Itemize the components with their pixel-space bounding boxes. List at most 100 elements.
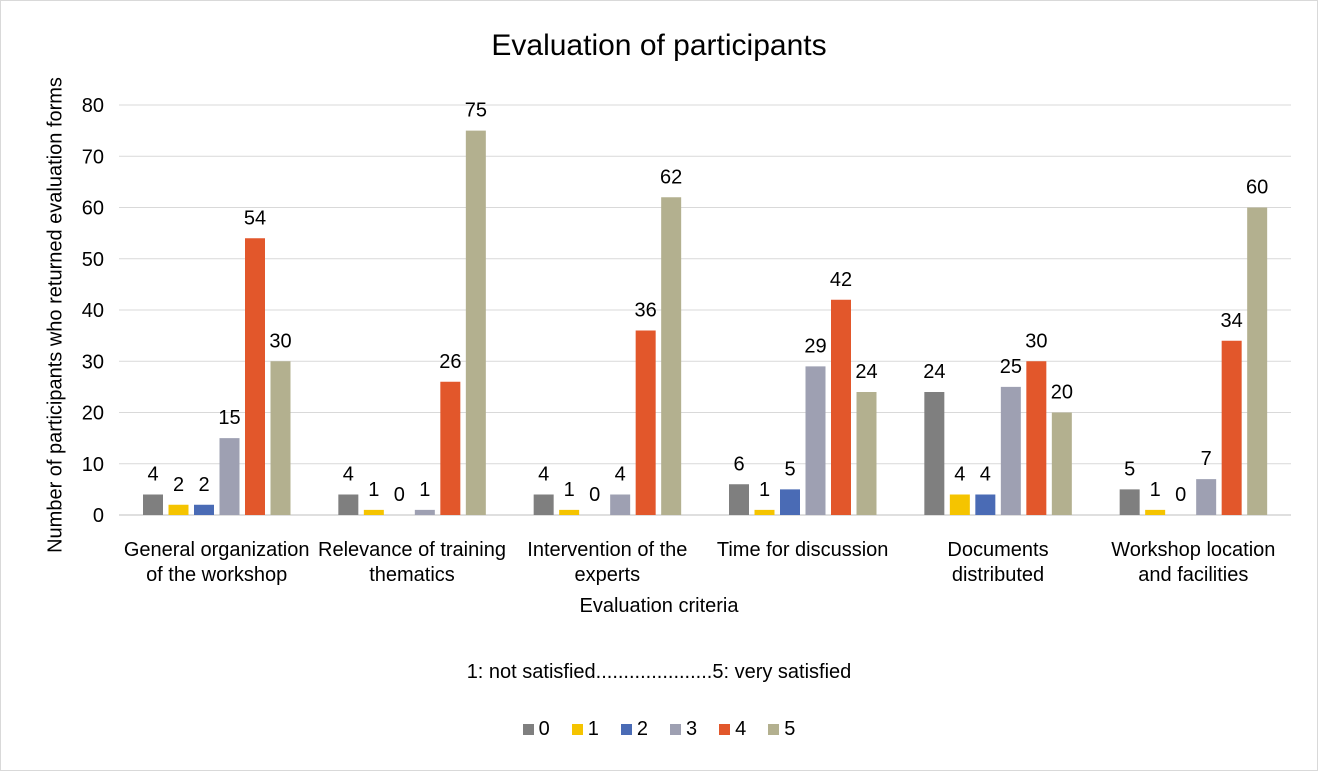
bar bbox=[219, 438, 240, 515]
data-label: 30 bbox=[1025, 330, 1047, 352]
bar bbox=[270, 361, 291, 515]
data-label: 0 bbox=[589, 484, 600, 506]
data-label: 1 bbox=[759, 479, 770, 501]
x-axis-title: Evaluation criteria bbox=[579, 595, 739, 617]
data-label: 34 bbox=[1221, 310, 1243, 332]
legend-swatch bbox=[571, 724, 583, 735]
legend-item: 4 bbox=[719, 718, 746, 741]
data-label: 25 bbox=[1000, 356, 1022, 378]
bar bbox=[975, 494, 996, 515]
y-tick-label: 30 bbox=[82, 351, 104, 373]
bar bbox=[143, 494, 163, 515]
data-label: 1 bbox=[1150, 479, 1161, 501]
bar bbox=[1000, 386, 1021, 515]
data-label: 36 bbox=[635, 300, 657, 322]
y-tick-label: 50 bbox=[82, 249, 104, 271]
data-label: 4 bbox=[980, 464, 991, 486]
bar bbox=[440, 381, 461, 515]
bar bbox=[414, 509, 435, 515]
x-tick-label: Time for discussion bbox=[717, 539, 889, 561]
data-label: 1 bbox=[368, 479, 379, 501]
data-label: 7 bbox=[1201, 448, 1212, 470]
data-label: 29 bbox=[804, 335, 826, 357]
data-label: 4 bbox=[343, 464, 354, 486]
bar bbox=[780, 489, 800, 515]
bar bbox=[363, 509, 384, 515]
legend-label: 3 bbox=[686, 718, 698, 740]
data-label: 42 bbox=[830, 269, 852, 291]
data-label: 4 bbox=[615, 464, 626, 486]
data-label: 2 bbox=[173, 474, 184, 496]
bar bbox=[610, 494, 631, 515]
bar bbox=[924, 392, 945, 515]
scale-note: 1: not satisfied.....................5: … bbox=[466, 661, 852, 683]
legend-swatch bbox=[768, 724, 780, 735]
bar bbox=[1196, 479, 1217, 515]
data-label: 15 bbox=[218, 407, 240, 429]
data-label: 6 bbox=[733, 453, 744, 475]
bar bbox=[168, 504, 189, 515]
bar bbox=[805, 366, 826, 515]
data-label: 4 bbox=[538, 464, 549, 486]
legend: 0 1 2 3 4 5 bbox=[1, 718, 1317, 741]
y-tick-label: 0 bbox=[93, 505, 104, 527]
y-tick-label: 60 bbox=[82, 198, 104, 220]
legend-label: 1 bbox=[587, 718, 599, 740]
data-label: 24 bbox=[923, 361, 945, 383]
bar bbox=[661, 197, 682, 515]
bar bbox=[856, 392, 877, 515]
bar bbox=[1026, 361, 1047, 515]
bar bbox=[465, 130, 486, 515]
x-tick-label: Workshop location and facilities bbox=[1111, 539, 1275, 586]
data-label: 1 bbox=[419, 479, 430, 501]
data-label: 4 bbox=[147, 464, 158, 486]
bar bbox=[1247, 207, 1268, 515]
data-label: 20 bbox=[1051, 382, 1073, 404]
y-tick-label: 70 bbox=[82, 146, 104, 168]
data-label: 26 bbox=[439, 351, 461, 373]
legend-swatch bbox=[522, 724, 534, 735]
y-tick-label: 20 bbox=[82, 403, 104, 425]
legend-label: 0 bbox=[538, 718, 550, 740]
bar bbox=[338, 494, 359, 515]
legend-item: 3 bbox=[670, 718, 697, 741]
legend-swatch bbox=[670, 724, 681, 735]
legend-swatch bbox=[719, 724, 731, 735]
legend-label: 5 bbox=[784, 718, 796, 740]
bar bbox=[1221, 340, 1242, 515]
data-label: 2 bbox=[198, 474, 209, 496]
bar bbox=[194, 504, 214, 515]
legend-item: 5 bbox=[768, 718, 795, 741]
legend-label: 4 bbox=[735, 718, 747, 740]
x-tick-label: General organization of the workshop bbox=[124, 539, 310, 586]
data-label: 30 bbox=[269, 330, 291, 352]
data-label: 5 bbox=[1124, 458, 1135, 480]
data-label: 75 bbox=[465, 100, 487, 122]
bar bbox=[533, 494, 554, 515]
y-tick-label: 80 bbox=[82, 95, 104, 117]
bar bbox=[1051, 412, 1072, 515]
chart-title: Evaluation of participants bbox=[491, 29, 827, 62]
data-label: 24 bbox=[855, 361, 877, 383]
legend-item: 1 bbox=[571, 718, 599, 741]
bar bbox=[1119, 489, 1140, 515]
data-label: 1 bbox=[564, 479, 575, 501]
bar bbox=[635, 330, 656, 515]
bar bbox=[729, 484, 749, 515]
bar bbox=[1145, 509, 1166, 515]
data-label: 5 bbox=[784, 458, 795, 480]
legend-label: 2 bbox=[636, 718, 648, 740]
bar bbox=[559, 509, 580, 515]
data-label: 54 bbox=[244, 207, 266, 229]
bar bbox=[754, 509, 775, 515]
data-label: 0 bbox=[394, 484, 405, 506]
data-label: 62 bbox=[660, 166, 682, 188]
bar bbox=[831, 299, 851, 515]
x-tick-label: Intervention of the experts bbox=[527, 539, 687, 586]
bar bbox=[949, 494, 970, 515]
x-tick-label: Relevance of training thematics bbox=[318, 539, 506, 586]
y-tick-label: 10 bbox=[82, 454, 104, 476]
legend-item: 0 bbox=[522, 718, 550, 741]
